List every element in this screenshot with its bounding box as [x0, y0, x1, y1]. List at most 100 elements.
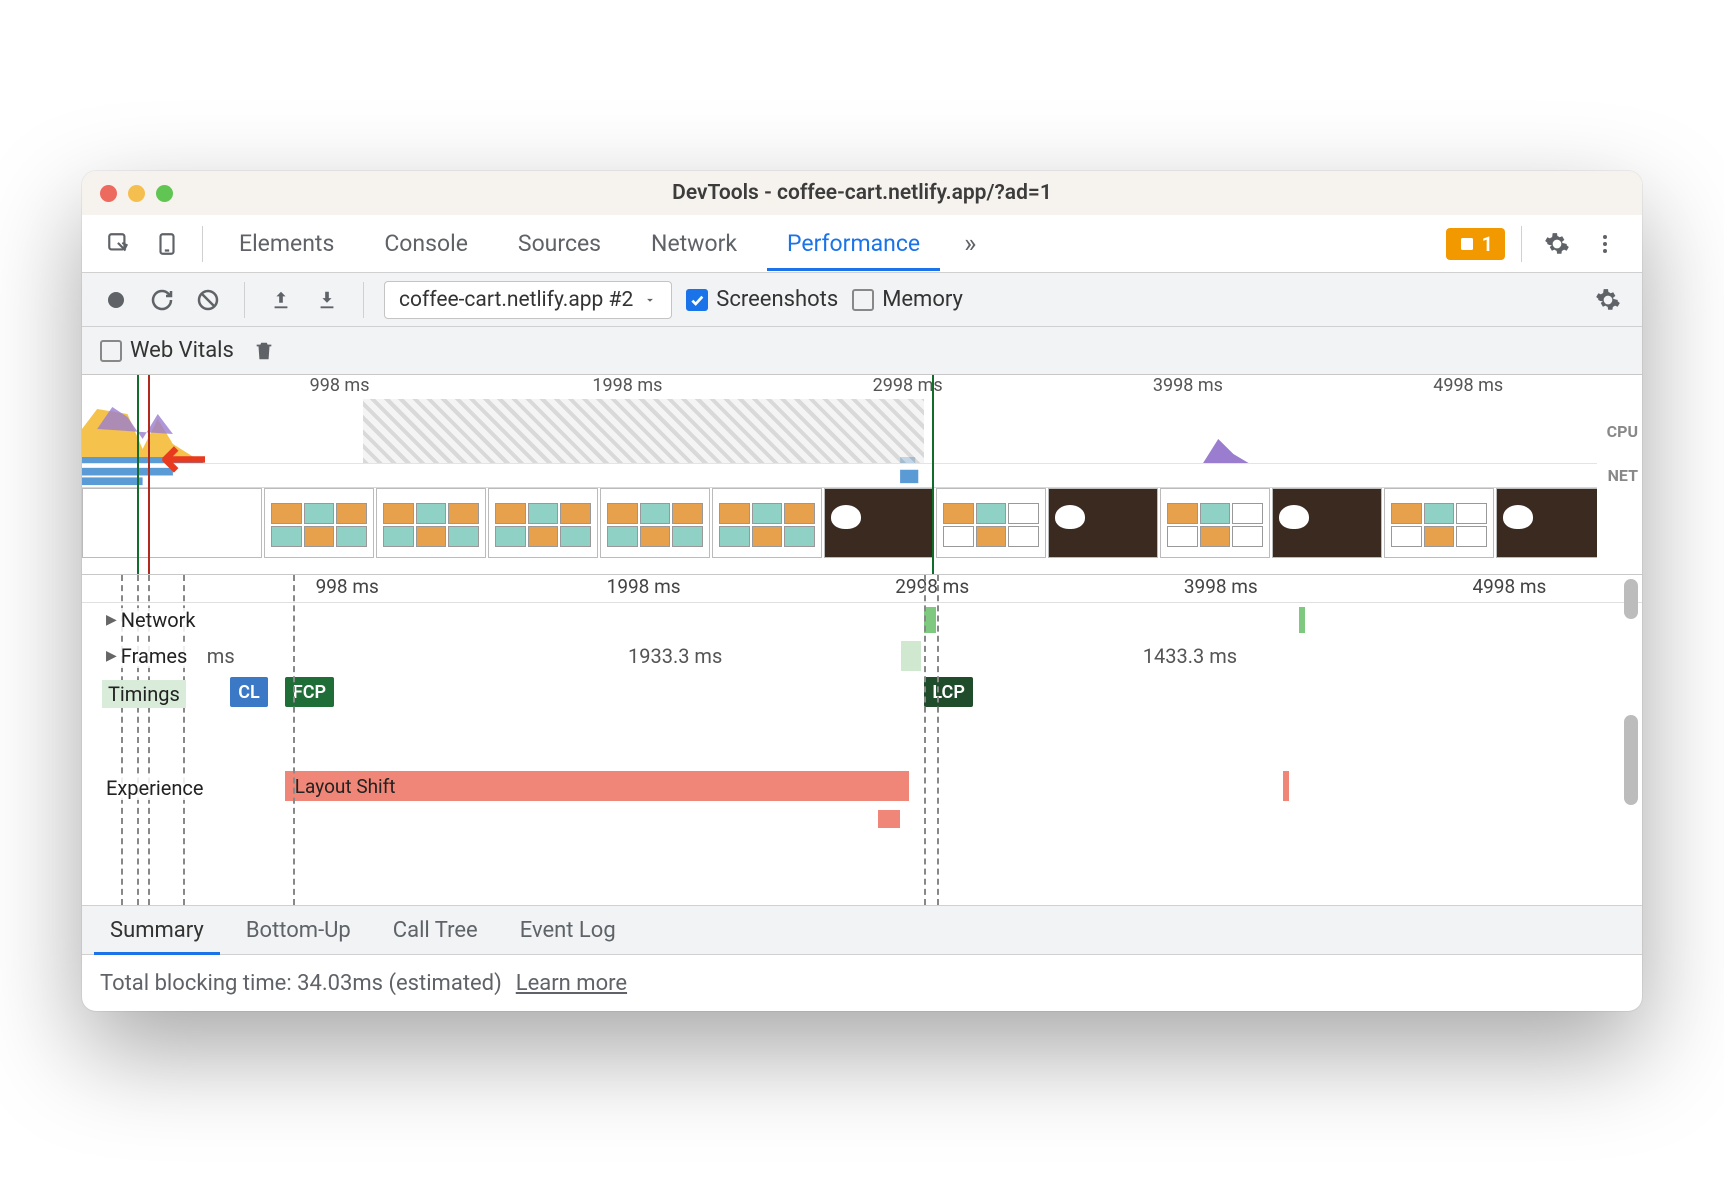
memory-label: Memory — [882, 287, 963, 312]
separator — [1521, 226, 1522, 262]
reload-icon[interactable] — [146, 284, 178, 316]
overview-idle-hatch — [363, 399, 925, 463]
ruler-tick: 998 ms — [316, 575, 379, 598]
timings-row[interactable]: Timings CLFCPLCP — [82, 675, 1642, 713]
screenshots-label: Screenshots — [716, 287, 838, 312]
filmstrip-thumb[interactable] — [1048, 488, 1158, 558]
tab-network[interactable]: Network — [631, 216, 757, 271]
frame-block[interactable] — [901, 641, 921, 671]
frames-row[interactable]: ▶Frames ms1933.3 ms1433.3 ms — [82, 637, 1642, 675]
filmstrip-thumb[interactable] — [1160, 488, 1270, 558]
timing-chip-cl[interactable]: CL — [230, 677, 268, 707]
summary-footer: Total blocking time: 34.03ms (estimated)… — [82, 955, 1642, 1011]
tab-sources[interactable]: Sources — [498, 216, 621, 271]
filmstrip-thumb[interactable] — [712, 488, 822, 558]
dtab-bottom-up[interactable]: Bottom-Up — [230, 906, 367, 955]
tbt-text: Total blocking time: 34.03ms (estimated) — [100, 971, 502, 996]
filmstrip-thumb[interactable] — [376, 488, 486, 558]
perf-toolbar-2: Web Vitals — [82, 327, 1642, 375]
upload-icon[interactable] — [265, 284, 297, 316]
filmstrip-thumb[interactable] — [264, 488, 374, 558]
filmstrip-thumb[interactable] — [824, 488, 934, 558]
issues-count: 1 — [1482, 232, 1493, 256]
filmstrip-thumb[interactable] — [488, 488, 598, 558]
overview-panel[interactable]: 998 ms1998 ms2998 ms3998 ms4998 ms CPU N… — [82, 375, 1642, 575]
flame-ruler: 998 ms 1998 ms 2998 ms 3998 ms 4998 ms — [82, 575, 1642, 603]
overview-marker — [932, 375, 934, 574]
ruler-tick: 998 ms — [310, 375, 370, 396]
ruler-tick: 1998 ms — [592, 375, 662, 396]
filmstrip-thumb[interactable] — [1272, 488, 1382, 558]
disclosure-icon[interactable]: ▶ — [106, 612, 117, 628]
time-marker-dashed — [293, 575, 295, 905]
issues-badge[interactable]: 1 — [1446, 228, 1505, 260]
frame-duration: 1433.3 ms — [1143, 644, 1237, 668]
perf-toolbar: coffee-cart.netlify.app #2 Screenshots M… — [82, 273, 1642, 327]
ruler-tick: 3998 ms — [1153, 375, 1223, 396]
filmstrip-thumb[interactable] — [1384, 488, 1494, 558]
ruler-tick: 3998 ms — [1184, 575, 1258, 598]
overview-marker — [148, 375, 150, 574]
filmstrip-thumb[interactable] — [936, 488, 1046, 558]
dtab-summary[interactable]: Summary — [94, 906, 220, 955]
tab-console[interactable]: Console — [364, 216, 488, 271]
frame-duration: 1933.3 ms — [628, 644, 722, 668]
experience-row[interactable]: Experience Layout Shift — [82, 769, 1642, 807]
panel-tabs: Elements Console Sources Network Perform… — [82, 215, 1642, 273]
dtab-call-tree[interactable]: Call Tree — [377, 906, 494, 955]
overview-ruler: 998 ms1998 ms2998 ms3998 ms4998 ms — [82, 375, 1597, 399]
settings-icon[interactable] — [1538, 225, 1576, 263]
disclosure-icon[interactable]: ▶ — [106, 648, 117, 664]
ruler-tick: 1998 ms — [607, 575, 681, 598]
time-marker-dashed — [937, 575, 939, 905]
separator — [244, 282, 245, 318]
recording-selector[interactable]: coffee-cart.netlify.app #2 — [384, 281, 672, 319]
record-icon[interactable] — [100, 284, 132, 316]
filmstrip-thumb[interactable] — [1496, 488, 1597, 558]
vertical-scrollbar[interactable] — [1624, 579, 1638, 619]
web-vitals-checkbox[interactable]: Web Vitals — [100, 338, 234, 363]
time-marker-dashed — [924, 575, 926, 905]
clear-icon[interactable] — [192, 284, 224, 316]
screenshots-checkbox[interactable]: Screenshots — [686, 287, 838, 312]
checkbox-empty-icon — [100, 340, 122, 362]
window-title: DevTools - coffee-cart.netlify.app/?ad=1 — [82, 181, 1642, 205]
filmstrip-thumb[interactable] — [600, 488, 710, 558]
screenshot-filmstrip[interactable] — [82, 487, 1597, 559]
learn-more-link[interactable]: Learn more — [516, 971, 627, 996]
tab-performance[interactable]: Performance — [767, 216, 940, 271]
timings-spacer — [82, 713, 1642, 769]
trash-icon[interactable] — [248, 335, 280, 367]
ruler-tick: 4998 ms — [1433, 375, 1503, 396]
web-vitals-label: Web Vitals — [130, 338, 234, 363]
overview-marker — [137, 375, 139, 574]
recording-name: coffee-cart.netlify.app #2 — [399, 288, 633, 312]
filmstrip-thumb[interactable] — [82, 488, 262, 558]
tab-elements[interactable]: Elements — [219, 216, 354, 271]
window-titlebar: DevTools - coffee-cart.netlify.app/?ad=1 — [82, 171, 1642, 215]
ruler-tick: 2998 ms — [895, 575, 969, 598]
layout-shift-small[interactable] — [878, 810, 900, 828]
separator — [363, 282, 364, 318]
net-lane-label: NET — [1597, 463, 1642, 487]
network-block[interactable] — [1299, 607, 1305, 633]
tabs-overflow[interactable]: » — [950, 219, 990, 269]
dtab-event-log[interactable]: Event Log — [504, 906, 632, 955]
ruler-tick: 4998 ms — [1472, 575, 1546, 598]
overview-lane-labels: CPU NET — [1597, 399, 1642, 487]
capture-settings-icon[interactable] — [1592, 284, 1624, 316]
download-icon[interactable] — [311, 284, 343, 316]
layout-shift-label: Layout Shift — [295, 775, 396, 798]
inspect-icon[interactable] — [100, 225, 138, 263]
more-icon[interactable] — [1586, 225, 1624, 263]
device-toggle-icon[interactable] — [148, 225, 186, 263]
devtools-window: DevTools - coffee-cart.netlify.app/?ad=1… — [82, 171, 1642, 1011]
timing-chip-lcp[interactable]: LCP — [924, 677, 972, 707]
network-row[interactable]: ▶Network — [82, 603, 1642, 637]
vertical-scrollbar[interactable] — [1624, 715, 1638, 805]
flame-chart[interactable]: 998 ms 1998 ms 2998 ms 3998 ms 4998 ms ▶Netw… — [82, 575, 1642, 905]
frame-duration: ms — [207, 644, 235, 668]
memory-checkbox[interactable]: Memory — [852, 287, 963, 312]
layout-shift-extra[interactable] — [1283, 771, 1289, 801]
layout-shift-bar[interactable]: Layout Shift — [285, 771, 909, 801]
